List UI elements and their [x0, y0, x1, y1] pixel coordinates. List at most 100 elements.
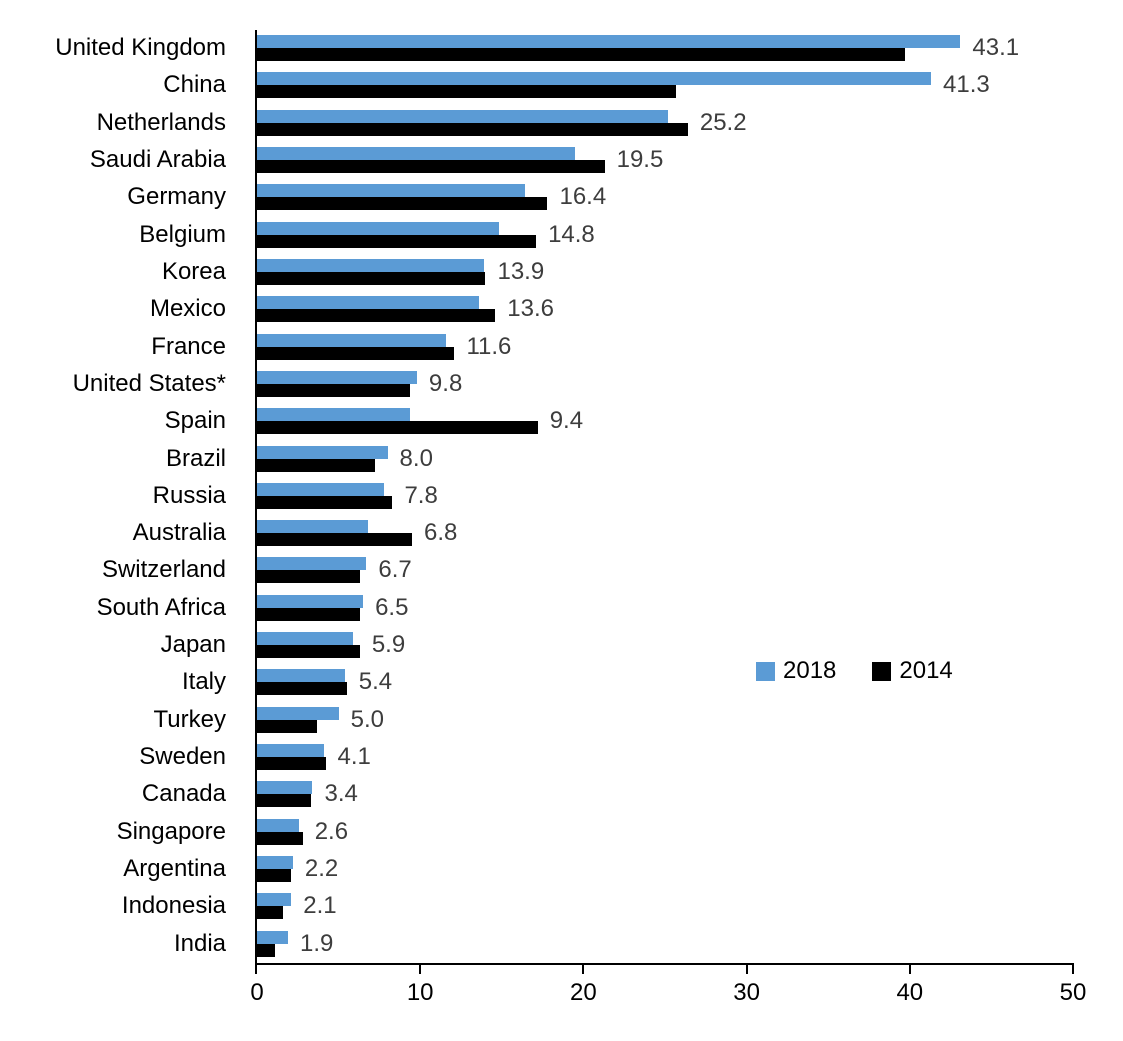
bar-2014: [257, 122, 688, 136]
value-label: 25.2: [699, 108, 747, 136]
category-label: Germany: [127, 183, 226, 211]
bar-2014: [257, 645, 360, 659]
value-label: 6.8: [424, 519, 458, 547]
x-axis-tick: [255, 963, 257, 974]
value-label: 1.9: [300, 929, 334, 957]
value-label: 16.4: [559, 183, 607, 211]
category-label: India: [173, 929, 226, 957]
category-label: Netherlands: [96, 108, 226, 136]
plot-area: 43.1 41.3 25.2 19.5 16.4 14.8 13.9 13.6 11.6 9.8 9…: [250, 30, 1086, 1006]
legend-item-2018: 2018: [756, 657, 836, 685]
bar-2014: [257, 48, 905, 61]
value-label: 11.6: [466, 332, 512, 360]
x-axis-tick-label: 50: [1059, 979, 1087, 1006]
legend-label-2014: 2014: [899, 657, 953, 684]
legend-item-2014: 2014: [872, 657, 953, 685]
bar-2014: [257, 85, 677, 99]
bar-2014: [257, 271, 486, 285]
category-label: Indonesia: [121, 892, 226, 920]
value-label: 13.9: [497, 257, 545, 285]
category-label: China: [163, 71, 226, 99]
x-axis-tick-label: 10: [406, 979, 434, 1006]
bar-2018: [257, 35, 961, 48]
bar-2018: [257, 557, 367, 571]
bar-2014: [257, 197, 548, 211]
category-label: Australia: [132, 519, 226, 547]
value-label: 9.8: [428, 369, 463, 397]
bar-2018: [257, 632, 354, 646]
x-axis-tick: [1072, 963, 1074, 974]
category-label: Argentina: [123, 855, 226, 883]
value-label: 9.4: [549, 407, 584, 435]
legend-swatch-2018: [756, 661, 775, 681]
category-label: Canada: [141, 780, 226, 808]
bar-2018: [257, 893, 292, 907]
bar-2014: [257, 906, 284, 920]
category-label: Singapore: [116, 817, 226, 845]
bar-2014: [257, 682, 347, 696]
value-label: 14.8: [548, 220, 595, 248]
category-label: Turkey: [153, 705, 226, 733]
x-axis-tick-label: 20: [570, 979, 597, 1006]
bar-2018: [257, 221, 499, 235]
bar-2018: [257, 781, 313, 795]
category-label: Japan: [160, 631, 226, 659]
bar-2014: [257, 869, 292, 883]
x-axis-tick: [908, 963, 911, 974]
category-label: Saudi Arabia: [89, 145, 226, 173]
bar-2014: [257, 831, 303, 845]
bar-2014: [257, 943, 275, 957]
value-label: 6.7: [378, 556, 412, 584]
value-label: 7.8: [404, 481, 438, 509]
value-label: 6.5: [375, 593, 409, 621]
category-label: United States*: [72, 369, 226, 397]
bar-2018: [257, 669, 346, 683]
bar-2014: [257, 570, 360, 584]
value-label: 5.4: [358, 668, 393, 696]
category-label: France: [151, 332, 226, 360]
value-label: 43.1: [972, 34, 1020, 61]
category-label: Korea: [161, 257, 226, 285]
legend-label-2018: 2018: [783, 657, 837, 684]
bar-2018: [257, 594, 364, 608]
category-label: Belgium: [139, 220, 226, 248]
bar-2018: [257, 930, 288, 944]
value-label: 2.1: [303, 892, 337, 920]
category-axis: United Kingdom China Netherlands Saudi Arab…: [0, 30, 226, 963]
value-label: 2.2: [304, 855, 339, 883]
bar-2018: [257, 520, 368, 534]
bar-2014: [257, 383, 411, 397]
category-label: Russia: [152, 481, 226, 509]
category-label: Sweden: [139, 743, 226, 771]
chart-legend: 2018 2014: [756, 657, 953, 685]
bar-2018: [257, 856, 293, 870]
bar-2014: [257, 757, 326, 771]
legend-swatch-2014: [872, 661, 892, 681]
bar-2018: [257, 706, 339, 720]
value-label: 3.4: [324, 780, 358, 808]
bar-2018: [257, 333, 447, 347]
bar-2014: [257, 421, 538, 435]
bar-2018: [257, 445, 388, 459]
x-axis-tick-label: 0: [250, 979, 264, 1006]
x-axis-tick: [419, 963, 422, 974]
bar-2014: [257, 533, 413, 547]
bar-2018: [257, 370, 417, 384]
bar-2014: [257, 309, 496, 323]
bar-2014: [257, 346, 455, 360]
bar-2014: [257, 719, 318, 733]
x-axis-tick-label: 40: [896, 979, 924, 1006]
bar-2014: [257, 234, 537, 248]
category-label: Mexico: [149, 295, 226, 323]
bar-2018: [257, 146, 576, 160]
category-label: Switzerland: [101, 556, 226, 584]
bar-2018: [257, 296, 479, 310]
value-label: 2.6: [314, 817, 349, 845]
bar-2018: [257, 184, 525, 198]
bar-2014: [257, 607, 360, 621]
value-label: 5.9: [371, 631, 406, 659]
bar-2018: [257, 818, 300, 832]
value-label: 41.3: [943, 71, 990, 99]
category-label: Spain: [164, 407, 226, 435]
